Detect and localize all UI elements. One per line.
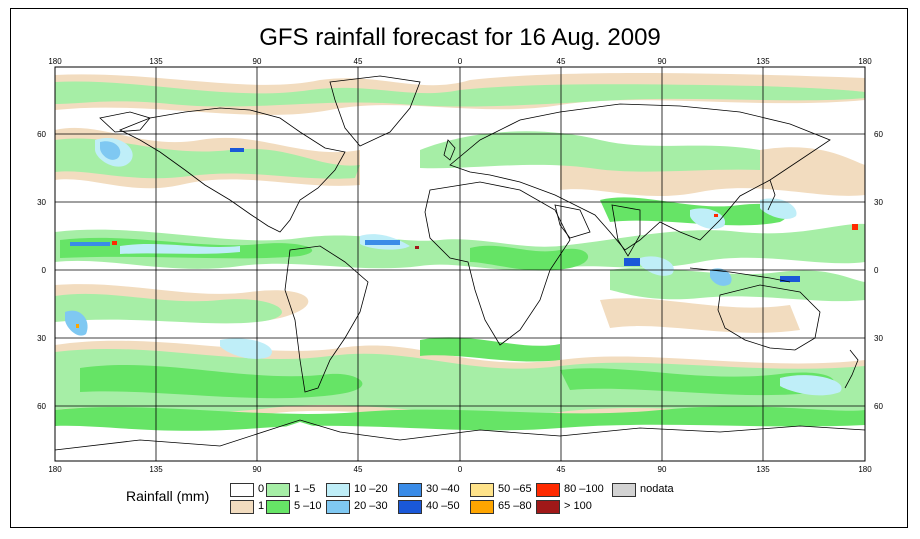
legend-label: nodata bbox=[640, 483, 674, 495]
legend-swatch-9 bbox=[470, 500, 494, 514]
legend-swatch-4 bbox=[326, 483, 350, 497]
lon-tick: 180 bbox=[858, 57, 872, 66]
legend-label: 1 –5 bbox=[294, 483, 316, 495]
lon-tick: 135 bbox=[149, 57, 163, 66]
lat-tick: 30 bbox=[37, 334, 46, 343]
legend-swatch-5 bbox=[326, 500, 350, 514]
lon-tick: 90 bbox=[253, 57, 262, 66]
legend-swatch-3 bbox=[266, 500, 290, 514]
lon-tick: 45 bbox=[557, 465, 566, 474]
lon-tick: 0 bbox=[458, 57, 463, 66]
legend-label: 1 bbox=[258, 500, 265, 512]
legend-label: 65 –80 bbox=[498, 500, 532, 512]
lon-tick: 90 bbox=[658, 465, 667, 474]
legend-swatch-10 bbox=[536, 483, 560, 497]
legend-label: 5 –10 bbox=[294, 500, 322, 512]
lat-tick: 0 bbox=[874, 266, 879, 275]
legend-swatch-2 bbox=[266, 483, 290, 497]
legend-swatch-0 bbox=[230, 483, 254, 497]
lon-tick: 0 bbox=[458, 465, 463, 474]
lon-tick: 180 bbox=[858, 465, 872, 474]
legend-label: 0 bbox=[258, 483, 265, 495]
legend-swatch-11 bbox=[536, 500, 560, 514]
lat-tick: 30 bbox=[37, 198, 46, 207]
lat-tick: 30 bbox=[874, 334, 883, 343]
longitude-ticks-bottom: 180 135 90 45 0 45 90 135 180 bbox=[48, 465, 872, 474]
legend-swatch-1 bbox=[230, 500, 254, 514]
lon-tick: 135 bbox=[756, 57, 770, 66]
map-border bbox=[54, 66, 866, 462]
legend-label: 20 –30 bbox=[354, 500, 388, 512]
legend-label: 10 –20 bbox=[354, 483, 388, 495]
coastlines bbox=[55, 75, 865, 461]
lon-tick: 180 bbox=[48, 465, 62, 474]
legend-label: 30 –40 bbox=[426, 483, 460, 495]
lon-tick: 135 bbox=[149, 465, 163, 474]
lon-tick: 45 bbox=[354, 465, 363, 474]
legend-swatch-7 bbox=[398, 500, 422, 514]
longitude-ticks-top: 180 135 90 45 0 45 90 135 180 bbox=[48, 57, 872, 66]
graticule bbox=[55, 67, 865, 461]
lon-tick: 135 bbox=[756, 465, 770, 474]
lat-tick: 30 bbox=[874, 198, 883, 207]
lon-tick: 45 bbox=[557, 57, 566, 66]
lat-tick: 60 bbox=[874, 402, 883, 411]
lat-tick: 60 bbox=[37, 130, 46, 139]
lon-tick: 90 bbox=[658, 57, 667, 66]
legend-swatch-8 bbox=[470, 483, 494, 497]
legend-label: 80 –100 bbox=[564, 483, 604, 495]
legend-swatch-6 bbox=[398, 483, 422, 497]
legend-label: 50 –65 bbox=[498, 483, 532, 495]
map-frame bbox=[10, 8, 908, 528]
map-title: GFS rainfall forecast for 16 Aug. 2009 bbox=[259, 24, 661, 51]
latitude-ticks-left: 60 30 0 30 60 bbox=[37, 130, 46, 411]
legend-label: > 100 bbox=[564, 500, 592, 512]
lat-tick: 60 bbox=[874, 130, 883, 139]
lat-tick: 0 bbox=[42, 266, 47, 275]
lon-tick: 45 bbox=[354, 57, 363, 66]
legend-swatch-12 bbox=[612, 483, 636, 497]
legend-title: Rainfall (mm) bbox=[126, 488, 210, 504]
lon-tick: 90 bbox=[253, 465, 262, 474]
lat-tick: 60 bbox=[37, 402, 46, 411]
lon-tick: 180 bbox=[48, 57, 62, 66]
legend-label: 40 –50 bbox=[426, 500, 460, 512]
latitude-ticks-right: 60 30 0 30 60 bbox=[874, 130, 883, 411]
